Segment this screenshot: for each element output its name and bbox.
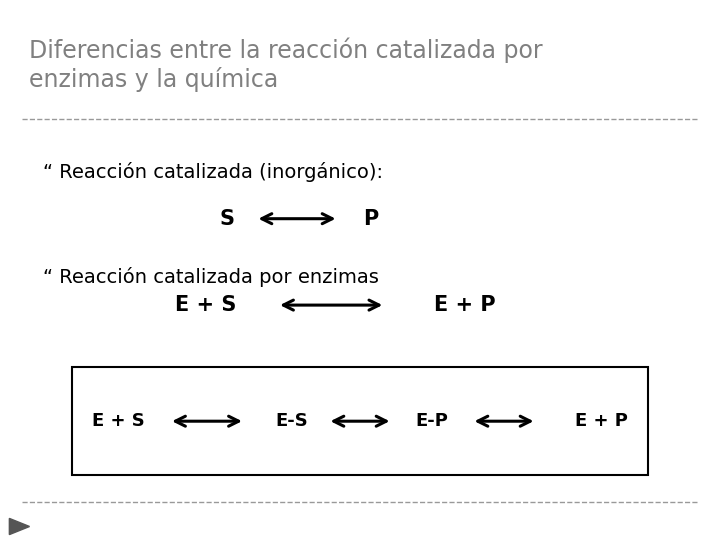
Text: P: P xyxy=(363,208,379,229)
Text: “ Reacción catalizada (inorgánico):: “ Reacción catalizada (inorgánico): xyxy=(43,162,383,182)
Polygon shape xyxy=(9,518,30,535)
Text: E + S: E + S xyxy=(174,295,236,315)
FancyBboxPatch shape xyxy=(72,367,648,475)
Text: E-P: E-P xyxy=(415,412,449,430)
Text: E + S: E + S xyxy=(92,412,145,430)
Text: E + P: E + P xyxy=(433,295,495,315)
Text: S: S xyxy=(220,208,234,229)
Text: “ Reacción catalizada por enzimas: “ Reacción catalizada por enzimas xyxy=(43,267,379,287)
Text: Diferencias entre la reacción catalizada por
enzimas y la química: Diferencias entre la reacción catalizada… xyxy=(29,38,542,92)
Text: E + P: E + P xyxy=(575,412,628,430)
Text: E-S: E-S xyxy=(275,412,308,430)
